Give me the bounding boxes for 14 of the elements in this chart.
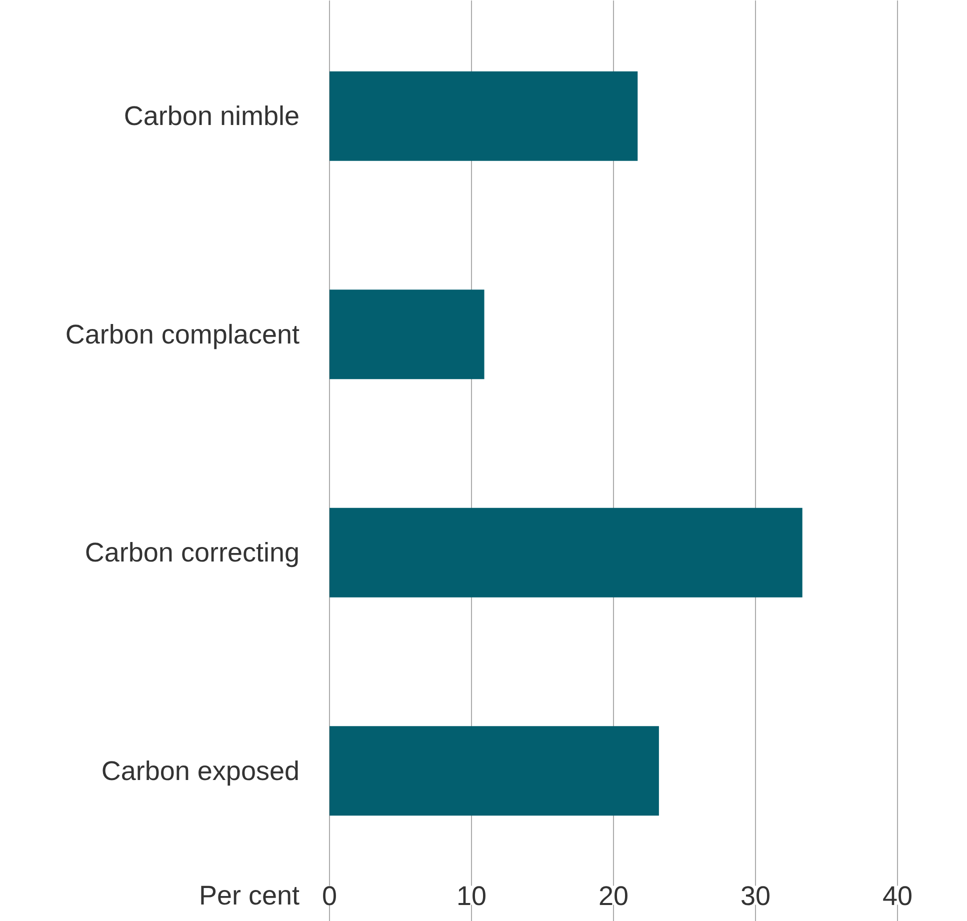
x-axis-title: Per cent: [198, 880, 300, 910]
x-tick-label: 0: [322, 880, 338, 911]
y-tick-label: Carbon exposed: [101, 756, 300, 786]
x-tick-label: 40: [882, 880, 913, 911]
x-tick-label: 20: [598, 880, 629, 911]
y-tick-label: Carbon complacent: [65, 319, 300, 350]
y-tick-label: Carbon correcting: [84, 538, 300, 568]
bar: [330, 290, 484, 380]
y-tick-label: Carbon nimble: [124, 101, 300, 132]
bar: [330, 71, 638, 161]
bar: [330, 508, 802, 598]
x-tick-label: 30: [740, 880, 771, 911]
x-tick-label: 10: [456, 880, 487, 911]
bar: [330, 726, 659, 816]
